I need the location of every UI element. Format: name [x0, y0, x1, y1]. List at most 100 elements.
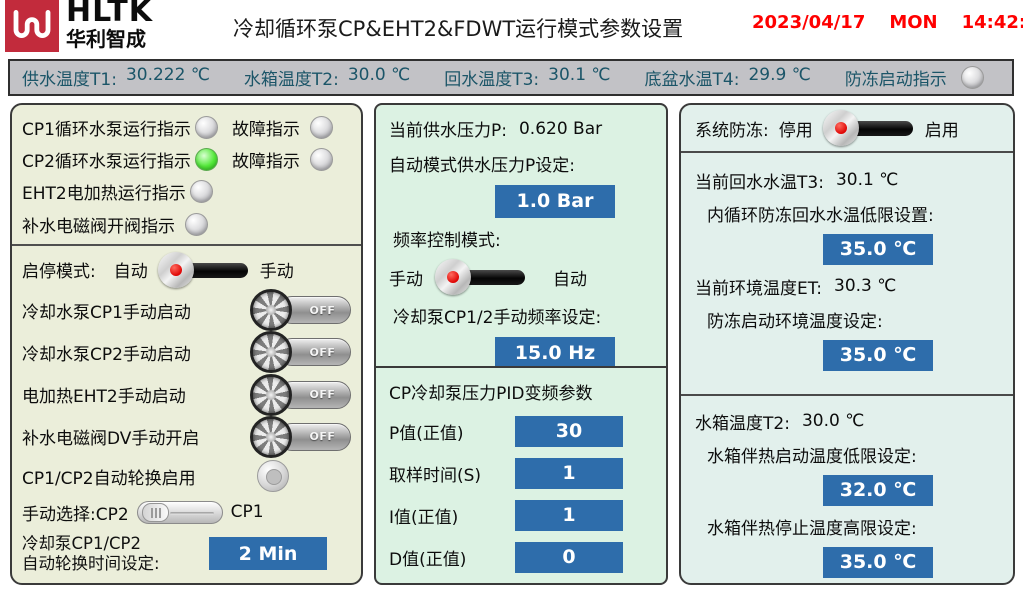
manual-select-cp1: CP1 [230, 502, 264, 523]
current-pressure-value: 0.620 Bar [518, 118, 603, 139]
manual-freq-setting-button[interactable]: 15.0 Hz [495, 336, 615, 370]
manual-freq-label-row: 冷却泵CP1/2手动频率设定: [389, 298, 653, 333]
return-temp-label: 当前回水水温T3: [695, 172, 824, 193]
pid-parameters-panel: CP冷却泵压力PID变频参数 P值(正值) 30 取样时间(S) 1 I值(正值… [374, 366, 668, 585]
cp1-run-label: CP1循环水泵运行指示 [22, 119, 191, 140]
ambient-set-btn-row: 35.0 ℃ [695, 335, 999, 375]
cp2-fault-led [309, 147, 333, 171]
status-label: 供水温度T1: [22, 70, 117, 90]
manual-freq-label: 冷却泵CP1/2手动频率设定: [393, 308, 602, 328]
eht2-manual-switch[interactable]: OFF [250, 373, 351, 416]
valve-open-indicator-row: 补水电磁阀开阀指示 [22, 208, 351, 240]
tank-heating-section: 水箱温度T2: 30.0 ℃ 水箱伴热启动温度低限设定: 32.0 ℃ 水箱伴热… [681, 394, 1013, 586]
fan-icon [250, 415, 292, 458]
auto-pressure-label-row: 自动模式供水压力P设定: [389, 146, 653, 181]
mode-option-manual: 手动 [259, 262, 294, 283]
dv-manual-switch[interactable]: OFF [250, 415, 351, 458]
switch-state-label: OFF [309, 388, 336, 402]
eht2-run-led [189, 180, 213, 204]
pid-d-value-button[interactable]: 0 [515, 541, 623, 573]
switch-state-label: OFF [309, 430, 336, 444]
antifreeze-option-enable: 启用 [924, 120, 959, 141]
status-value: 30.222 ℃ [125, 65, 210, 85]
pid-i-label: I值(正值) [389, 507, 459, 528]
tank-heat-start-label-row: 水箱伴热启动温度低限设定: [695, 438, 999, 470]
freq-mode-auto: 自动 [553, 269, 587, 290]
tank-heat-stop-btn-row: 35.0 ℃ [695, 542, 999, 582]
freq-mode-toggle[interactable] [435, 258, 527, 296]
switch-pill: OFF [278, 380, 351, 409]
cp2-manual-label: 冷却水泵CP2手动启动 [22, 344, 191, 365]
return-low-limit-btn-row: 35.0 ℃ [695, 229, 999, 269]
return-low-limit-label-row: 内循环防冻回水水温低限设置: [695, 197, 999, 229]
return-temp-row: 当前回水水温T3: 30.1 ℃ [695, 163, 999, 197]
toggle-knob[interactable] [157, 251, 194, 288]
rotation-enable-row: CP1/CP2自动轮换启用 [22, 458, 351, 495]
pid-i-row: I值(正值) 1 [389, 494, 653, 536]
header: HLTK 华利智成 冷却循环泵CP&EHT2&FDWT运行模式参数设置 2023… [0, 0, 1023, 57]
section-divider [12, 244, 361, 247]
cp1-run-indicator-row: CP1循环水泵运行指示 故障指示 [22, 111, 351, 143]
system-antifreeze-toggle[interactable] [822, 109, 915, 147]
cp2-manual-start-row: 冷却水泵CP2手动启动 OFF [22, 331, 351, 374]
cp2-run-indicator-row: CP2循环水泵运行指示 故障指示 [22, 143, 351, 175]
brand-name-cn: 华利智成 [66, 27, 146, 51]
freq-mode-label: 频率控制模式: [393, 231, 501, 251]
return-temp-value: 30.1 ℃ [835, 170, 899, 190]
time-text: 14:42:3 [961, 12, 1023, 33]
pid-p-value-button[interactable]: 30 [515, 415, 623, 447]
ambient-set-label: 防冻启动环境温度设定: [707, 311, 883, 332]
return-low-limit-label: 内循环防冻回水水温低限设置: [707, 205, 934, 226]
rotation-enable-button[interactable] [257, 460, 289, 493]
status-label: 水箱温度T2: [243, 70, 339, 90]
ambient-set-button[interactable]: 35.0 ℃ [823, 339, 933, 371]
red-dot-icon [834, 122, 847, 134]
status-supply-temp: 供水温度T1: 30.222 ℃ [22, 65, 210, 90]
rotation-time-setting-button[interactable]: 2 Min [209, 537, 327, 571]
tank-heat-stop-label: 水箱伴热停止温度高限设定: [707, 518, 917, 539]
cp2-run-led [194, 147, 218, 171]
page-title: 冷却循环泵CP&EHT2&FDWT运行模式参数设置 [233, 17, 684, 41]
fan-icon [250, 289, 292, 332]
pid-d-row: D值(正值) 0 [389, 536, 653, 578]
toggle-knob[interactable] [822, 110, 859, 146]
eht2-run-indicator-row: EHT2电加热运行指示 [22, 176, 351, 208]
start-stop-mode-toggle[interactable] [157, 251, 250, 289]
rotation-time-label-line1: 冷却泵CP1/CP2 [22, 533, 141, 553]
dv-manual-label: 补水电磁阀DV手动开启 [22, 429, 200, 450]
start-stop-mode-row: 启停模式: 自动 手动 [22, 250, 351, 289]
pid-title-row: CP冷却泵压力PID变频参数 [389, 372, 653, 410]
return-low-limit-button[interactable]: 35.0 ℃ [823, 233, 933, 265]
eht2-manual-label: 电加热EHT2手动启动 [22, 387, 186, 408]
pid-i-value-button[interactable]: 1 [515, 499, 623, 531]
datetime-display: 2023/04/17 MON 14:42:3 [752, 12, 1023, 33]
date-text: 2023/04/17 [752, 12, 866, 33]
cp2-run-label: CP2循环水泵运行指示 [22, 151, 191, 172]
tank-heat-stop-button[interactable]: 35.0 ℃ [823, 546, 933, 578]
toggle-knob[interactable] [435, 259, 471, 295]
mode-option-auto: 自动 [113, 262, 148, 283]
pid-p-label: P值(正值) [389, 423, 464, 444]
status-value: 29.9 ℃ [748, 65, 811, 85]
pid-sample-value-button[interactable]: 1 [515, 457, 623, 489]
antifreeze-start-indicator: 防冻启动指示 [845, 65, 984, 90]
switch-state-label: OFF [309, 345, 336, 359]
cp1-manual-switch[interactable]: OFF [250, 289, 351, 332]
weekday-text: MON [889, 12, 938, 33]
pump-control-panel: CP1循环水泵运行指示 故障指示 CP2循环水泵运行指示 故障指示 EHT2电加… [10, 103, 363, 585]
tank-heat-start-button[interactable]: 32.0 ℃ [823, 474, 933, 506]
cp2-fault-label: 故障指示 [231, 151, 300, 172]
pid-p-row: P值(正值) 30 [389, 410, 653, 452]
manual-select-row: 手动选择:CP2 CP1 [22, 495, 351, 530]
slider-knob[interactable] [141, 502, 169, 522]
freq-mode-manual: 手动 [389, 269, 423, 290]
antifreeze-option-disable: 停用 [778, 120, 813, 141]
cp1-run-led [194, 115, 218, 139]
auto-pressure-setting-button[interactable]: 1.0 Bar [495, 184, 615, 218]
wave-logo-icon [13, 10, 51, 38]
cp2-manual-switch[interactable]: OFF [250, 331, 351, 374]
cp-select-slider[interactable] [136, 500, 223, 524]
current-pressure-label: 当前供水压力P: [389, 121, 507, 141]
mode-label: 启停模式: [22, 262, 96, 283]
manual-select-label: 手动选择:CP2 [22, 504, 129, 525]
